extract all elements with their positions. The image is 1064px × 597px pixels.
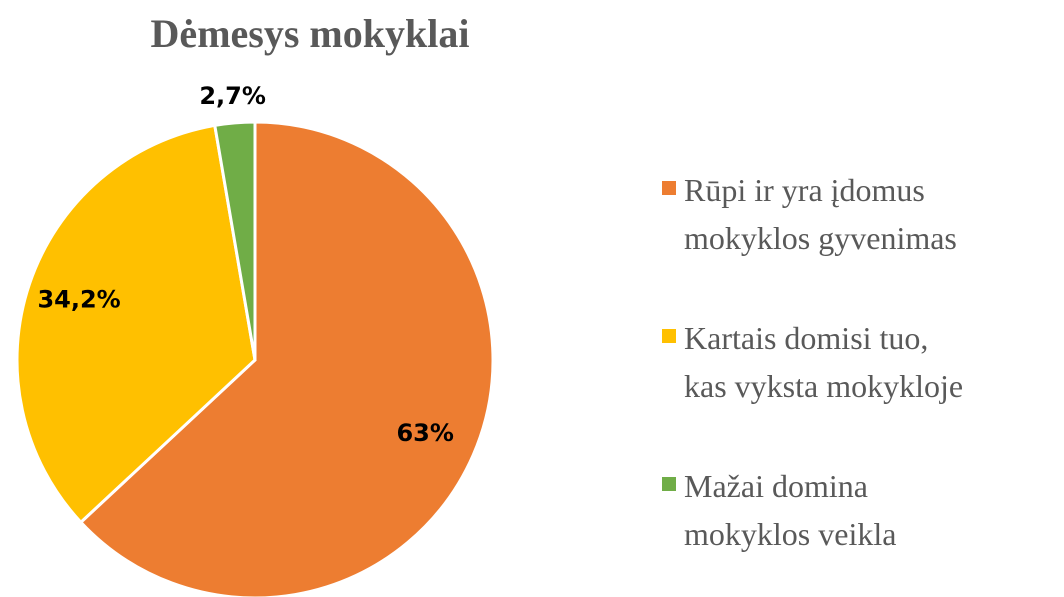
legend-item: Mažai domina mokyklos veikla	[662, 462, 1062, 558]
legend-swatch	[662, 181, 676, 195]
pie-slice	[213, 120, 257, 361]
pie-slice	[78, 120, 495, 597]
legend-swatch	[662, 329, 676, 343]
data-label: 34,2%	[37, 286, 120, 314]
legend-label: Kartais domisi tuo, kas vyksta mokykloje	[684, 320, 964, 404]
chart-title: Dėmesys mokyklai	[151, 11, 470, 56]
legend-swatch	[662, 477, 676, 491]
legend-label: Rūpi ir yra įdomus mokyklos gyvenimas	[684, 172, 957, 256]
legend-item: Rūpi ir yra įdomus mokyklos gyvenimas	[662, 166, 1062, 262]
legend-label: Mažai domina mokyklos veikla	[684, 468, 897, 552]
pie-slice	[15, 123, 257, 525]
data-label: 2,7%	[199, 82, 266, 110]
data-label: 63%	[396, 419, 453, 447]
legend-item: Kartais domisi tuo, kas vyksta mokykloje	[662, 314, 1062, 410]
legend: Rūpi ir yra įdomus mokyklos gyvenimas Kar…	[662, 166, 1062, 597]
